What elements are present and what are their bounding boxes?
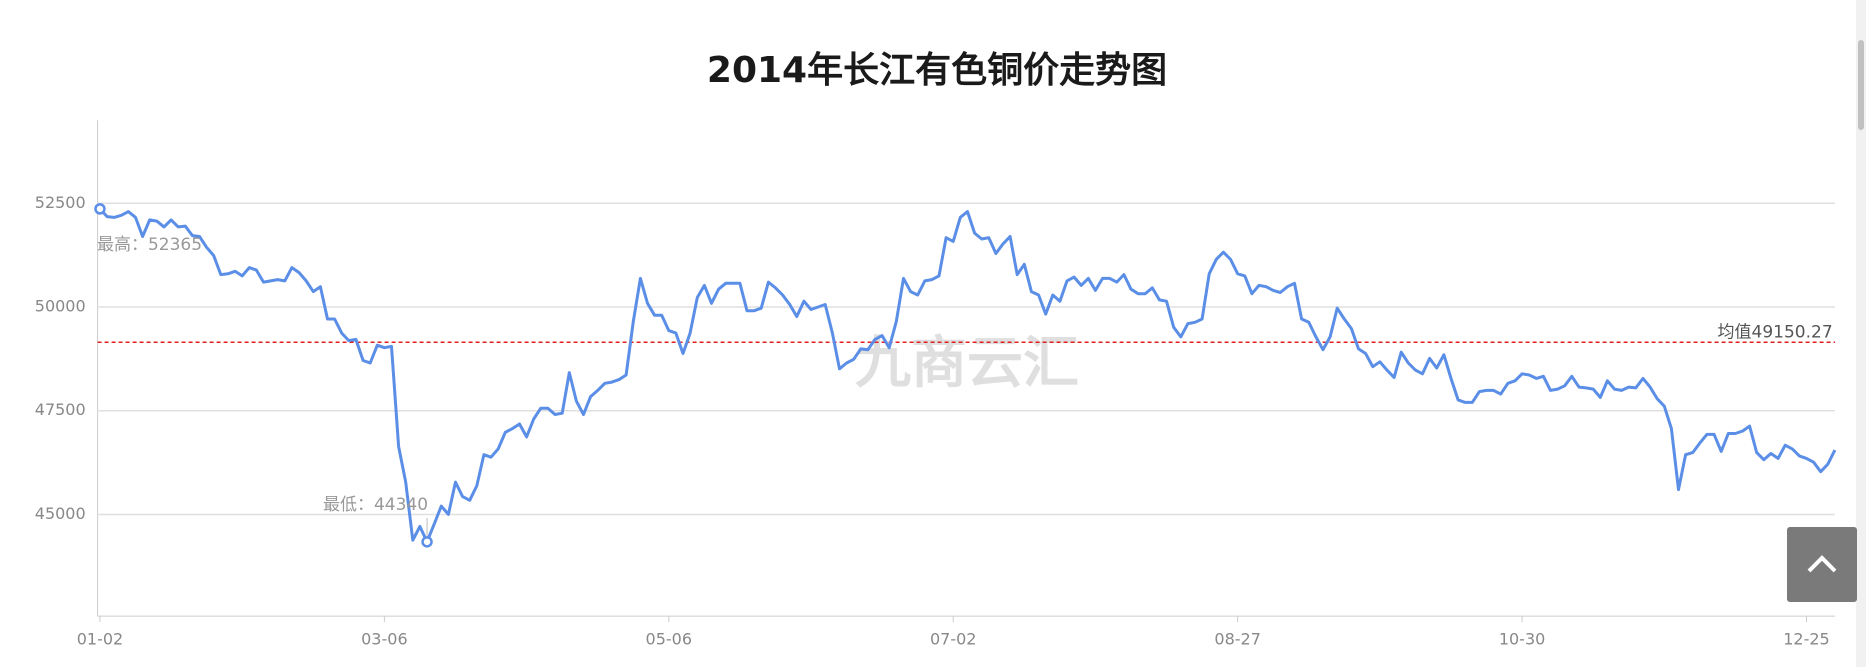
x-tick-label: 07-02	[930, 630, 977, 649]
chart-title: 2014年长江有色铜价走势图	[707, 50, 1167, 91]
y-tick-label: 52500	[35, 193, 86, 212]
mean-label: 均值49150.27	[1718, 322, 1833, 342]
price-line	[98, 207, 1837, 544]
y-tick-label: 50000	[35, 296, 86, 315]
x-tick-label: 10-30	[1499, 630, 1546, 649]
min-label: 最低：44340	[323, 495, 428, 515]
y-tick-label: 47500	[35, 400, 86, 419]
scrollbar-thumb[interactable]	[1858, 40, 1864, 130]
back-to-top-icon	[1807, 555, 1837, 573]
y-tick-label: 45000	[35, 504, 86, 523]
back-to-top-button[interactable]	[1787, 527, 1857, 602]
watermark: 九商云汇	[855, 331, 1079, 396]
max-label: 最高：52365	[97, 235, 202, 255]
max-marker	[94, 203, 106, 215]
scrollbar[interactable]	[1856, 0, 1866, 667]
x-tick-label: 08-27	[1214, 630, 1261, 649]
x-tick-label: 01-02	[77, 630, 124, 649]
x-tick-label: 05-06	[646, 630, 693, 649]
x-tick-label: 03-06	[361, 630, 408, 649]
min-marker	[421, 536, 433, 548]
x-tick-label: 12-25	[1783, 630, 1830, 649]
